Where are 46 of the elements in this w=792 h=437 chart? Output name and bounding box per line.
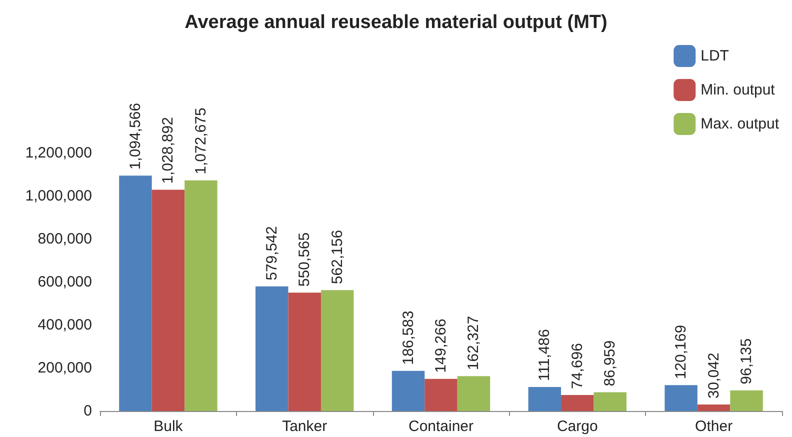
- y-tick-label: 200,000: [38, 360, 92, 376]
- bar: [424, 378, 458, 411]
- legend-label: Max. output: [700, 116, 780, 132]
- y-tick-label: 1,200,000: [25, 144, 92, 162]
- bar: [664, 385, 698, 411]
- bar: [528, 387, 562, 411]
- bar: [392, 370, 425, 411]
- bar: [561, 394, 594, 411]
- data-label: 186,583: [400, 310, 417, 365]
- legend-label: Min. output: [700, 82, 776, 98]
- y-tick-label: 400,000: [38, 316, 92, 334]
- bar: [730, 390, 763, 411]
- bar: [152, 190, 185, 411]
- data-label: 96,135: [738, 338, 756, 384]
- data-label: 550,565: [296, 232, 314, 287]
- data-label: 562,156: [328, 230, 346, 284]
- data-label: 149,266: [432, 318, 450, 373]
- data-label: 120,169: [672, 324, 690, 380]
- bar: [320, 290, 354, 411]
- data-label: 86,959: [602, 340, 619, 386]
- data-label: 1,072,675: [192, 108, 210, 174]
- bar: [594, 392, 627, 411]
- data-label: 74,696: [568, 343, 586, 389]
- bar: [255, 286, 288, 411]
- bar: [288, 292, 321, 411]
- bar: [119, 176, 152, 411]
- data-label: 1,028,892: [160, 117, 177, 184]
- x-tick-label: Container: [408, 418, 474, 435]
- y-tick-label: 1,000,000: [25, 188, 92, 204]
- data-label: 111,486: [536, 329, 554, 382]
- bar: [184, 180, 218, 411]
- bar: [697, 404, 730, 411]
- data-label: 1,094,566: [126, 102, 144, 170]
- chart-title: Average annual reuseable material output (MT): [184, 12, 608, 33]
- legend-label: LDT: [700, 48, 729, 64]
- data-label: 30,042: [705, 352, 722, 399]
- y-tick-label: 800,000: [38, 230, 92, 248]
- data-label: 162,327: [465, 316, 482, 370]
- x-tick-label: Tanker: [282, 418, 328, 435]
- x-tick-label: Cargo: [556, 418, 598, 435]
- y-tick-label: 600,000: [38, 274, 92, 290]
- data-label: 579,542: [263, 226, 280, 280]
- y-tick-label: 0: [84, 402, 92, 420]
- x-tick-label: Bulk: [154, 418, 184, 435]
- bar: [457, 376, 490, 411]
- x-tick-label: Other: [695, 418, 733, 435]
